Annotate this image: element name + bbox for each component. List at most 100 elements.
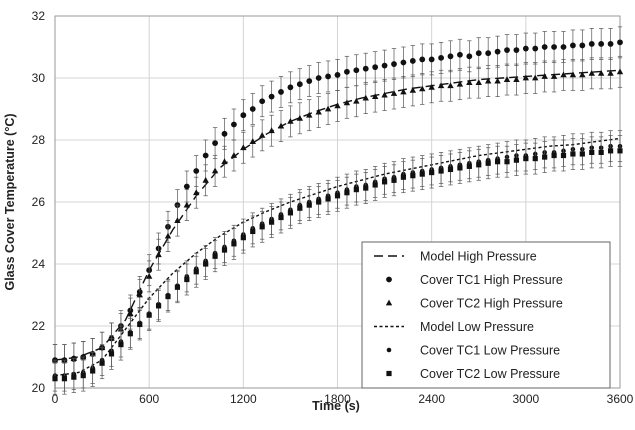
- point-cover-tc2-high-pressure: [466, 79, 473, 86]
- point-cover-tc1-high-pressure: [485, 50, 492, 57]
- x-tick-label: 3600: [607, 392, 634, 406]
- point-cover-tc2-low-pressure: [287, 210, 294, 216]
- point-cover-tc2-high-pressure: [70, 355, 78, 361]
- series-cover-tc2-low-pressure: [52, 135, 623, 395]
- point-cover-tc2-high-pressure: [437, 82, 445, 89]
- y-tick-label: 28: [32, 133, 46, 147]
- point-cover-tc1-high-pressure: [193, 168, 200, 174]
- point-cover-tc2-high-pressure: [428, 83, 435, 90]
- point-cover-tc2-low-pressure: [429, 169, 435, 176]
- point-cover-tc2-high-pressure: [541, 73, 548, 79]
- point-cover-tc1-high-pressure: [372, 64, 379, 71]
- x-tick-label: 600: [139, 392, 159, 406]
- y-tick-label: 26: [32, 195, 46, 209]
- point-cover-tc1-high-pressure: [325, 73, 331, 80]
- point-cover-tc2-high-pressure: [221, 158, 228, 165]
- point-cover-tc2-low-pressure: [438, 168, 444, 174]
- point-cover-tc2-high-pressure: [409, 87, 417, 93]
- point-cover-tc2-low-pressure: [344, 190, 350, 196]
- point-cover-tc1-high-pressure: [362, 65, 369, 72]
- point-cover-tc2-low-pressure: [240, 235, 246, 241]
- point-cover-tc2-low-pressure: [268, 219, 275, 225]
- point-cover-tc2-high-pressure: [569, 71, 577, 78]
- point-cover-tc2-high-pressure: [362, 94, 369, 101]
- y-tick-label: 30: [32, 71, 46, 85]
- point-cover-tc2-low-pressure: [52, 376, 58, 382]
- point-cover-tc2-low-pressure: [155, 303, 162, 309]
- point-cover-tc2-high-pressure: [268, 127, 275, 134]
- point-cover-tc2-low-pressure: [174, 284, 181, 290]
- point-cover-tc2-low-pressure: [504, 159, 510, 165]
- point-cover-tc1-high-pressure: [560, 44, 567, 50]
- point-cover-tc2-low-pressure: [334, 193, 341, 199]
- point-cover-tc2-high-pressure: [127, 310, 134, 316]
- point-cover-tc2-low-pressure: [372, 182, 378, 188]
- point-cover-tc2-low-pressure: [598, 149, 604, 155]
- point-cover-tc2-low-pressure: [231, 241, 237, 247]
- point-cover-tc2-low-pressure: [108, 351, 115, 357]
- point-cover-tc2-high-pressure: [287, 118, 294, 124]
- point-cover-tc2-low-pressure: [165, 293, 171, 300]
- x-axis-title: Time (s): [312, 399, 360, 413]
- point-cover-tc2-high-pressure: [588, 69, 595, 76]
- point-cover-tc2-low-pressure: [90, 368, 96, 374]
- point-cover-tc1-high-pressure: [607, 41, 614, 47]
- point-cover-tc1-high-pressure: [296, 81, 303, 88]
- point-cover-tc2-high-pressure: [475, 79, 482, 86]
- point-cover-tc2-low-pressure: [532, 156, 538, 162]
- point-cover-tc2-low-pressure: [419, 171, 425, 177]
- point-cover-tc1-high-pressure: [570, 42, 576, 49]
- point-cover-tc2-high-pressure: [136, 291, 143, 298]
- legend-label-model-high-pressure: Model High Pressure: [420, 250, 537, 264]
- point-cover-tc2-high-pressure: [607, 69, 614, 76]
- point-cover-tc2-low-pressure: [589, 149, 595, 155]
- point-cover-tc2-high-pressure: [353, 97, 360, 104]
- point-cover-tc2-low-pressure: [513, 157, 520, 163]
- point-cover-tc2-low-pressure: [570, 151, 576, 157]
- point-cover-tc1-high-pressure: [409, 58, 416, 64]
- point-cover-tc2-low-pressure: [579, 151, 585, 157]
- point-cover-tc2-low-pressure: [61, 376, 68, 382]
- point-cover-tc1-high-pressure: [221, 130, 228, 137]
- point-cover-tc1-high-pressure: [494, 48, 501, 55]
- point-cover-tc1-high-pressure: [466, 53, 473, 60]
- point-cover-tc1-high-pressure: [381, 62, 388, 69]
- point-cover-tc2-low-pressure: [560, 152, 567, 159]
- y-tick-label: 32: [32, 9, 46, 23]
- series-layer: [51, 26, 624, 395]
- point-cover-tc1-high-pressure: [447, 53, 454, 60]
- y-tick-label: 20: [32, 381, 46, 395]
- point-cover-tc2-low-pressure: [203, 261, 209, 267]
- point-cover-tc2-low-pressure: [137, 321, 143, 328]
- point-cover-tc2-low-pressure: [221, 247, 228, 253]
- point-cover-tc2-low-pressure: [447, 166, 454, 173]
- point-cover-tc2-high-pressure: [211, 167, 219, 174]
- y-axis-title: Glass Cover Temperature (°C): [3, 113, 17, 290]
- point-cover-tc2-high-pressure: [419, 85, 426, 92]
- point-cover-tc2-low-pressure: [476, 162, 482, 168]
- point-cover-tc2-high-pressure: [560, 71, 567, 78]
- point-cover-tc1-high-pressure: [617, 39, 623, 46]
- axes-layer: 0 600 1200 1800 2400 3000 3600 20 22 24 26 28 30 32: [32, 9, 634, 406]
- x-tick-label: 2400: [418, 392, 445, 406]
- point-cover-tc2-low-pressure: [400, 174, 407, 180]
- point-cover-tc2-low-pressure: [523, 156, 529, 162]
- point-cover-tc2-high-pressure: [51, 356, 59, 363]
- point-cover-tc2-low-pressure: [184, 276, 190, 283]
- x-tick-label: 3000: [512, 392, 539, 406]
- point-cover-tc1-high-pressure: [306, 78, 313, 84]
- point-cover-tc1-high-pressure: [259, 98, 266, 105]
- point-cover-tc2-high-pressure: [447, 82, 454, 89]
- point-cover-tc2-low-pressure: [391, 177, 397, 183]
- legend-label-cover-tc2-low-pressure: Cover TC2 Low Pressure: [420, 367, 560, 381]
- point-cover-tc2-high-pressure: [193, 189, 200, 196]
- point-cover-tc2-low-pressure: [212, 253, 218, 259]
- point-cover-tc2-low-pressure: [353, 187, 359, 193]
- point-cover-tc2-high-pressure: [334, 102, 341, 109]
- point-cover-tc1-high-pressure: [287, 84, 294, 91]
- point-cover-tc2-high-pressure: [277, 122, 285, 129]
- point-cover-tc2-high-pressure: [230, 152, 238, 158]
- point-cover-tc2-low-pressure: [118, 342, 124, 348]
- point-cover-tc2-low-pressure: [485, 160, 491, 166]
